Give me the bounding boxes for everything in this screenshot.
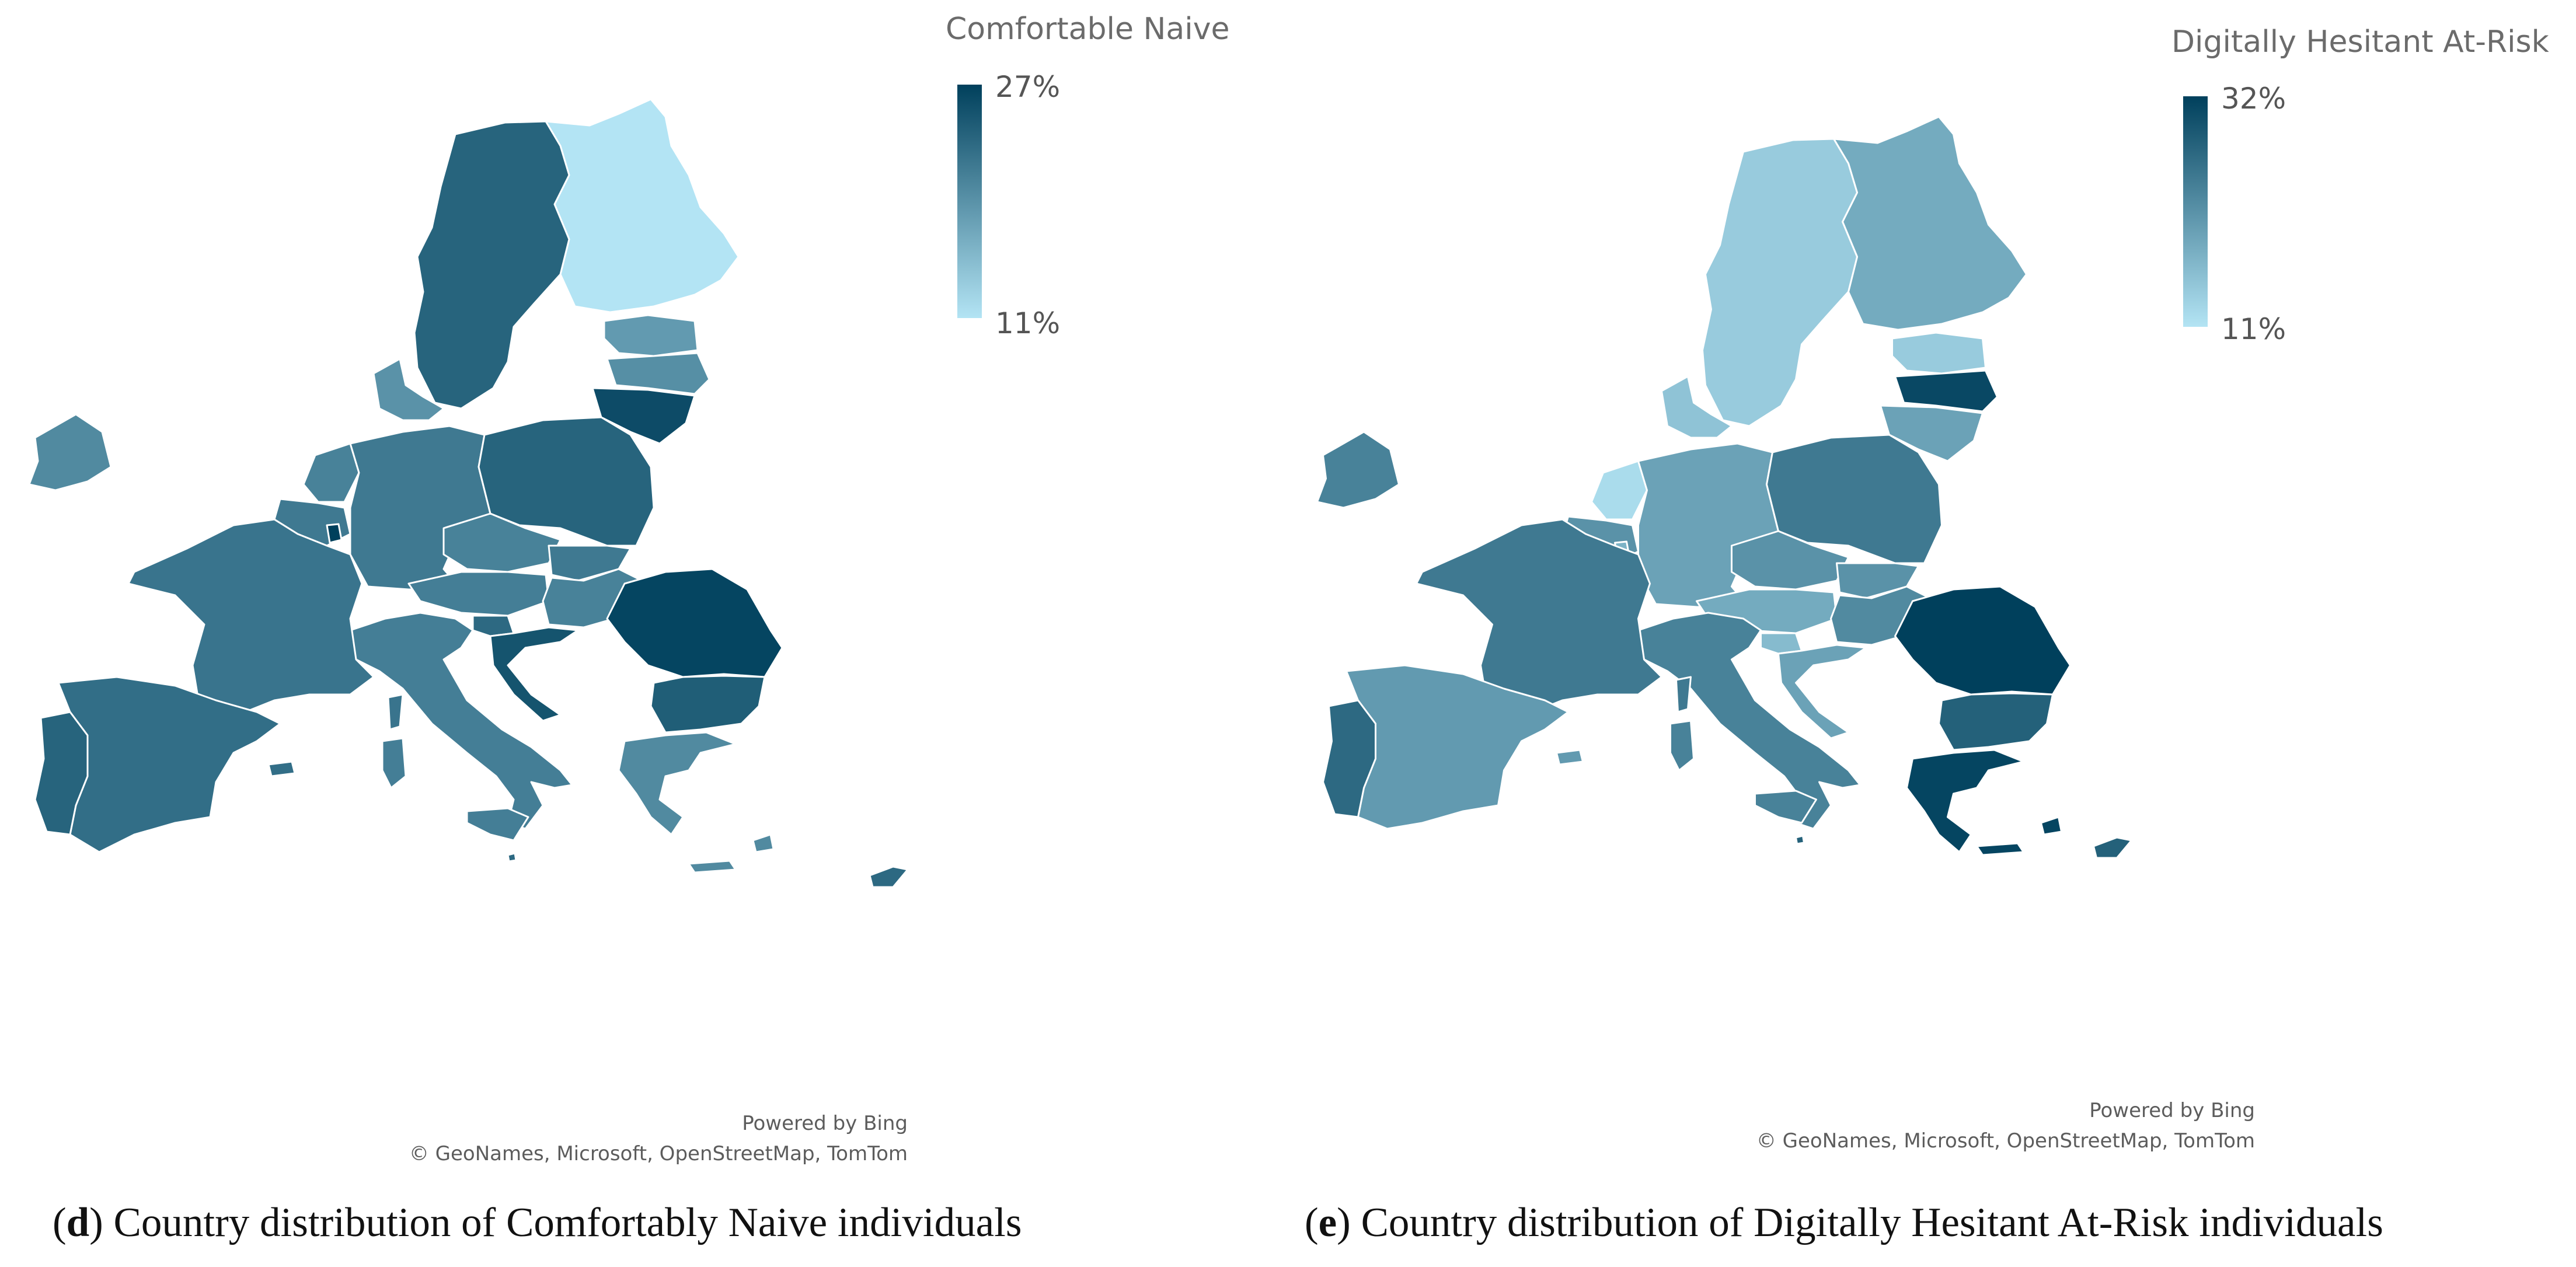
country-slovenia[interactable] — [1760, 632, 1803, 655]
map-credit-powered-by: Powered by Bing — [742, 1112, 908, 1135]
country-bulgaria[interactable] — [650, 675, 766, 734]
country-romania[interactable] — [606, 568, 783, 678]
legend-max-label: 32% — [2221, 82, 2286, 116]
country-croatia[interactable] — [1777, 644, 1867, 739]
legend-title: Comfortable Naive — [946, 12, 1230, 47]
country-czechia[interactable] — [442, 512, 562, 573]
country-france-corsica[interactable] — [1675, 676, 1692, 713]
map-credit-powered-by: Powered by Bing — [2089, 1099, 2255, 1122]
map-panel-comfortable-naive: Comfortable Naive 27% 11% Powered by Bin… — [0, 0, 1287, 1267]
country-italy-sicily[interactable] — [466, 807, 529, 842]
legend-color-bar — [2183, 96, 2208, 327]
map-panel-digitally-hesitant: Digitally Hesitant At-Risk 32% 11% Power… — [1287, 0, 2576, 1267]
country-italy-sardinia[interactable] — [381, 737, 407, 789]
legend-min-label: 11% — [2221, 312, 2286, 346]
country-germany[interactable] — [349, 425, 492, 591]
country-bulgaria[interactable] — [1938, 692, 2054, 751]
country-france[interactable] — [1416, 518, 1662, 713]
map-credit-attribution: © GeoNames, Microsoft, OpenStreetMap, To… — [409, 1142, 908, 1165]
country-latvia[interactable] — [1894, 369, 1998, 413]
country-slovenia[interactable] — [472, 615, 515, 637]
country-greece-islands[interactable] — [752, 833, 775, 853]
country-greece-crete[interactable] — [688, 860, 737, 874]
country-malta[interactable] — [1795, 835, 1805, 845]
country-greece-crete[interactable] — [1976, 842, 2024, 856]
country-estonia[interactable] — [1891, 331, 1986, 375]
caption-letter: d — [66, 1200, 90, 1245]
country-sweden[interactable] — [413, 120, 570, 410]
country-spain-balearics[interactable] — [1556, 749, 1584, 766]
country-italy-sardinia[interactable] — [1669, 720, 1695, 772]
country-greece[interactable] — [618, 731, 737, 836]
country-cyprus[interactable] — [2093, 836, 2132, 859]
country-netherlands[interactable] — [302, 442, 360, 503]
country-denmark[interactable] — [372, 358, 445, 421]
caption-open-paren: ( — [53, 1200, 67, 1245]
country-czechia[interactable] — [1731, 530, 1849, 591]
country-germany[interactable] — [1637, 442, 1779, 608]
map-credit-attribution: © GeoNames, Microsoft, OpenStreetMap, To… — [1756, 1129, 2255, 1153]
figure-caption: (e) Country distribution of Digitally He… — [1305, 1199, 2383, 1247]
country-italy[interactable] — [1637, 612, 1861, 830]
country-greece-islands[interactable] — [2040, 816, 2062, 836]
europe-choropleth-map — [28, 98, 909, 888]
country-france-corsica[interactable] — [387, 693, 404, 731]
caption-open-paren: ( — [1305, 1200, 1319, 1245]
country-austria[interactable] — [407, 571, 550, 617]
country-netherlands[interactable] — [1591, 460, 1648, 521]
country-croatia[interactable] — [489, 626, 579, 722]
country-greece[interactable] — [1906, 749, 2024, 853]
country-denmark[interactable] — [1661, 375, 1733, 439]
figure-caption: (d) Country distribution of Comfortably … — [53, 1199, 1022, 1247]
country-ireland[interactable] — [28, 413, 112, 491]
country-malta[interactable] — [507, 852, 517, 863]
country-sweden[interactable] — [1702, 138, 1858, 427]
country-finland[interactable] — [545, 98, 740, 313]
country-luxembourg[interactable] — [326, 523, 343, 544]
europe-choropleth-map — [1316, 116, 2132, 859]
country-italy-sicily[interactable] — [1754, 790, 1817, 824]
country-cyprus[interactable] — [869, 865, 909, 888]
country-spain-balearics[interactable] — [267, 760, 296, 777]
country-finland[interactable] — [1833, 116, 2027, 331]
caption-letter: e — [1318, 1200, 1337, 1245]
country-france[interactable] — [127, 518, 375, 713]
country-estonia[interactable] — [603, 314, 699, 357]
country-latvia[interactable] — [606, 352, 710, 395]
legend-color-bar — [957, 85, 982, 318]
country-portugal[interactable] — [1322, 699, 1376, 818]
caption-text: ) Country distribution of Digitally Hesi… — [1337, 1200, 2383, 1245]
country-italy[interactable] — [349, 612, 573, 830]
caption-text: ) Country distribution of Comfortably Na… — [89, 1200, 1022, 1245]
legend-min-label: 11% — [995, 306, 1061, 340]
legend-max-label: 27% — [995, 70, 1061, 104]
country-romania[interactable] — [1894, 585, 2071, 696]
country-ireland[interactable] — [1316, 431, 1400, 509]
legend-title: Digitally Hesitant At-Risk — [2171, 25, 2549, 60]
country-portugal[interactable] — [34, 711, 89, 836]
